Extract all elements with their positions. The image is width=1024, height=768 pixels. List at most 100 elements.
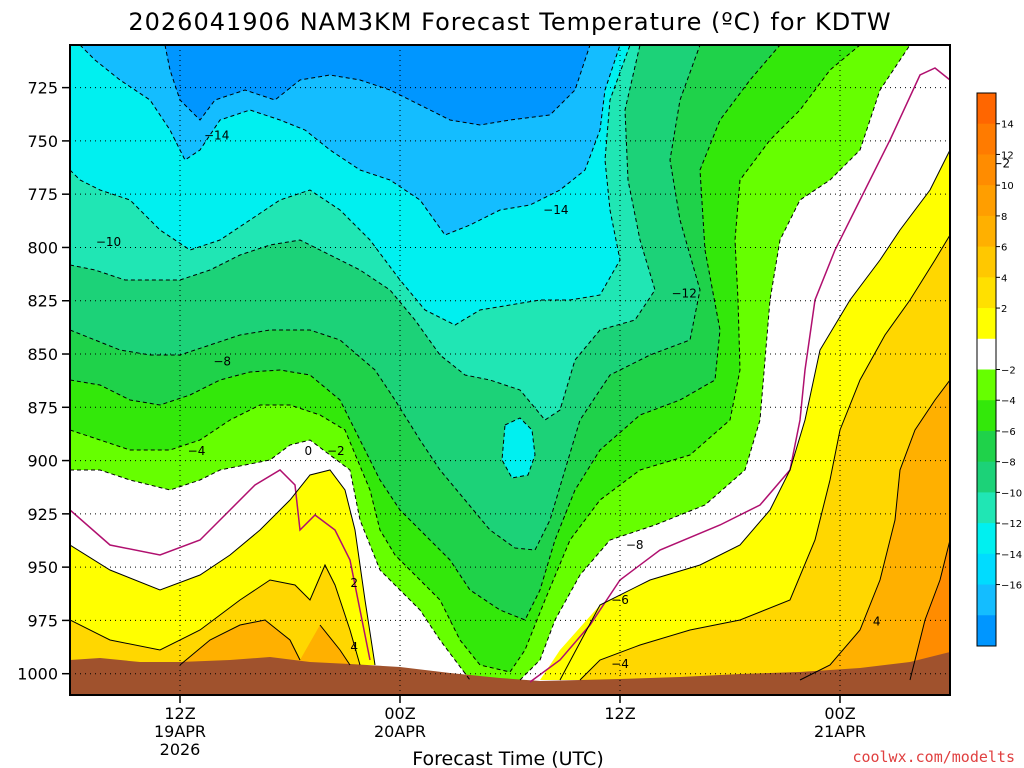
temperature-fill (70, 45, 950, 695)
colorbar-tick-label: −8 (1001, 458, 1016, 469)
colorbar-tick-label: 2 (1001, 304, 1007, 315)
contour-labels: −14 −10 −8 −4 0 −2 −14 −12 −8 −6 −4 2 4 −2 4 (96, 129, 1010, 672)
band-cold-minus16 (165, 45, 590, 125)
x-tick-label: 12Z (164, 704, 195, 723)
y-tick-label: 875 (27, 398, 58, 417)
contour-label: −2 (327, 444, 345, 458)
colorbar-swatch (977, 461, 996, 493)
y-axis: 725 750 775 800 825 850 875 900 925 950 975 1000 (17, 79, 70, 684)
colorbar-swatch (977, 123, 996, 155)
isotherm-lines-solid (70, 149, 950, 681)
isotherm-plus2-left (70, 469, 376, 666)
isotherm-minus4 (70, 45, 861, 673)
colorbar-swatch (977, 430, 996, 463)
colorbar-swatch (977, 338, 996, 370)
x-tick-label: 20APR (374, 722, 426, 741)
isotherm-minus14 (79, 45, 621, 236)
y-tick-label: 900 (27, 452, 58, 471)
colorbar-tick-label: −6 (1001, 427, 1016, 438)
contour-label: 4 (873, 615, 881, 629)
contour-label: −2 (992, 156, 1010, 170)
isotherm-plus4-right (579, 234, 950, 681)
isotherm-minus16 (164, 45, 591, 126)
contour-label: −8 (213, 355, 231, 369)
grid-lines (70, 45, 950, 695)
colorbar: 14 12 10 8 6 4 2 −2 −4 −6 −8 −10 −12 −14 −16 (976, 92, 1022, 647)
contour-label: −8 (626, 538, 644, 552)
isotherm-plus6-right (799, 379, 950, 681)
y-tick-label: 850 (27, 345, 58, 364)
y-tick-label: 1000 (17, 665, 58, 684)
plot-frame (69, 44, 951, 696)
colorbar-tick-label: −2 (1001, 366, 1016, 377)
isotherm-plus6-left (179, 619, 351, 666)
x-axis-label: Forecast Time (UTC) (412, 748, 603, 768)
band-warm-left-6 (180, 620, 350, 665)
contour-label: −12 (672, 286, 697, 300)
colorbar-swatch (977, 492, 996, 524)
band-warm-right-8 (910, 540, 950, 680)
contour-label: 4 (350, 640, 358, 654)
y-tick-label: 725 (27, 79, 58, 98)
colorbar-swatch (977, 553, 996, 586)
y-tick-label: 800 (27, 238, 58, 257)
colorbar-tick-label: 14 (1001, 120, 1014, 131)
colorbar-tick-label: −14 (1001, 550, 1022, 561)
isotherm-pocket (501, 417, 536, 479)
isotherm-minus10 (70, 45, 656, 421)
freezing-line (70, 67, 950, 683)
x-tick-label: 21APR (814, 722, 866, 741)
colorbar-swatch (977, 154, 996, 186)
colorbar-swatch (977, 400, 996, 432)
contour-label: −14 (204, 129, 229, 143)
x-axis: 12Z19APR202600Z20APR12Z00Z21APR12Z (154, 695, 866, 759)
band-warm-right-6 (800, 380, 950, 680)
isotherm-plus2-right (559, 149, 950, 681)
colorbar-tick-label: 4 (1001, 273, 1007, 284)
y-tick-label: 925 (27, 505, 58, 524)
contour-label: −14 (543, 203, 568, 217)
colorbar-swatch (977, 523, 996, 555)
y-tick-label: 950 (27, 558, 58, 577)
isotherm-minus8 (70, 45, 701, 551)
colorbar-tick-label: −12 (1001, 519, 1022, 530)
colorbar-tick-label: 10 (1001, 181, 1014, 192)
band-warm-right-4 (580, 235, 950, 680)
isotherm-plus4-left (70, 563, 361, 666)
x-tick-label: 00Z (824, 704, 855, 723)
chart-title: 2026041906 NAM3KM Forecast Temperature (… (128, 8, 891, 36)
colorbar-tick-label: −10 (1001, 488, 1022, 499)
colorbar-swatch (977, 369, 996, 401)
y-tick-label: 775 (27, 185, 58, 204)
ground-surface (70, 652, 950, 695)
colorbar-tick-label: −4 (1001, 396, 1016, 407)
band-cold-pocket (502, 418, 535, 478)
contour-label: −10 (96, 235, 121, 249)
colorbar-tick-label: −16 (1001, 581, 1022, 592)
colorbar-swatch (977, 246, 996, 278)
colorbar-tick-label: 12 (1001, 150, 1014, 161)
y-tick-label: 975 (27, 611, 58, 630)
contour-label: 0 (305, 444, 313, 458)
colorbar-swatch (977, 93, 996, 125)
contour-label: −4 (188, 444, 206, 458)
contour-label: −4 (611, 657, 629, 671)
freezing-line-left (70, 469, 371, 661)
colorbar-swatch (977, 277, 996, 309)
y-tick-label: 825 (27, 292, 58, 311)
x-tick-label: 00Z (384, 704, 415, 723)
x-tick-label: 12Z (604, 704, 635, 723)
contour-label: 2 (350, 576, 358, 590)
colorbar-swatch (977, 185, 996, 217)
colorbar-swatch (977, 584, 996, 616)
colorbar-swatch (977, 215, 996, 248)
x-tick-label: 2026 (160, 740, 201, 759)
colorbar-swatch (977, 615, 996, 647)
x-tick-label: 19APR (154, 722, 206, 741)
colorbar-tick-label: 8 (1001, 212, 1007, 223)
contour-label: −6 (611, 593, 629, 607)
freezing-line-right (529, 67, 950, 683)
credit-text: coolwx.com/modelts (852, 748, 1015, 766)
colorbar-swatch (977, 308, 996, 340)
